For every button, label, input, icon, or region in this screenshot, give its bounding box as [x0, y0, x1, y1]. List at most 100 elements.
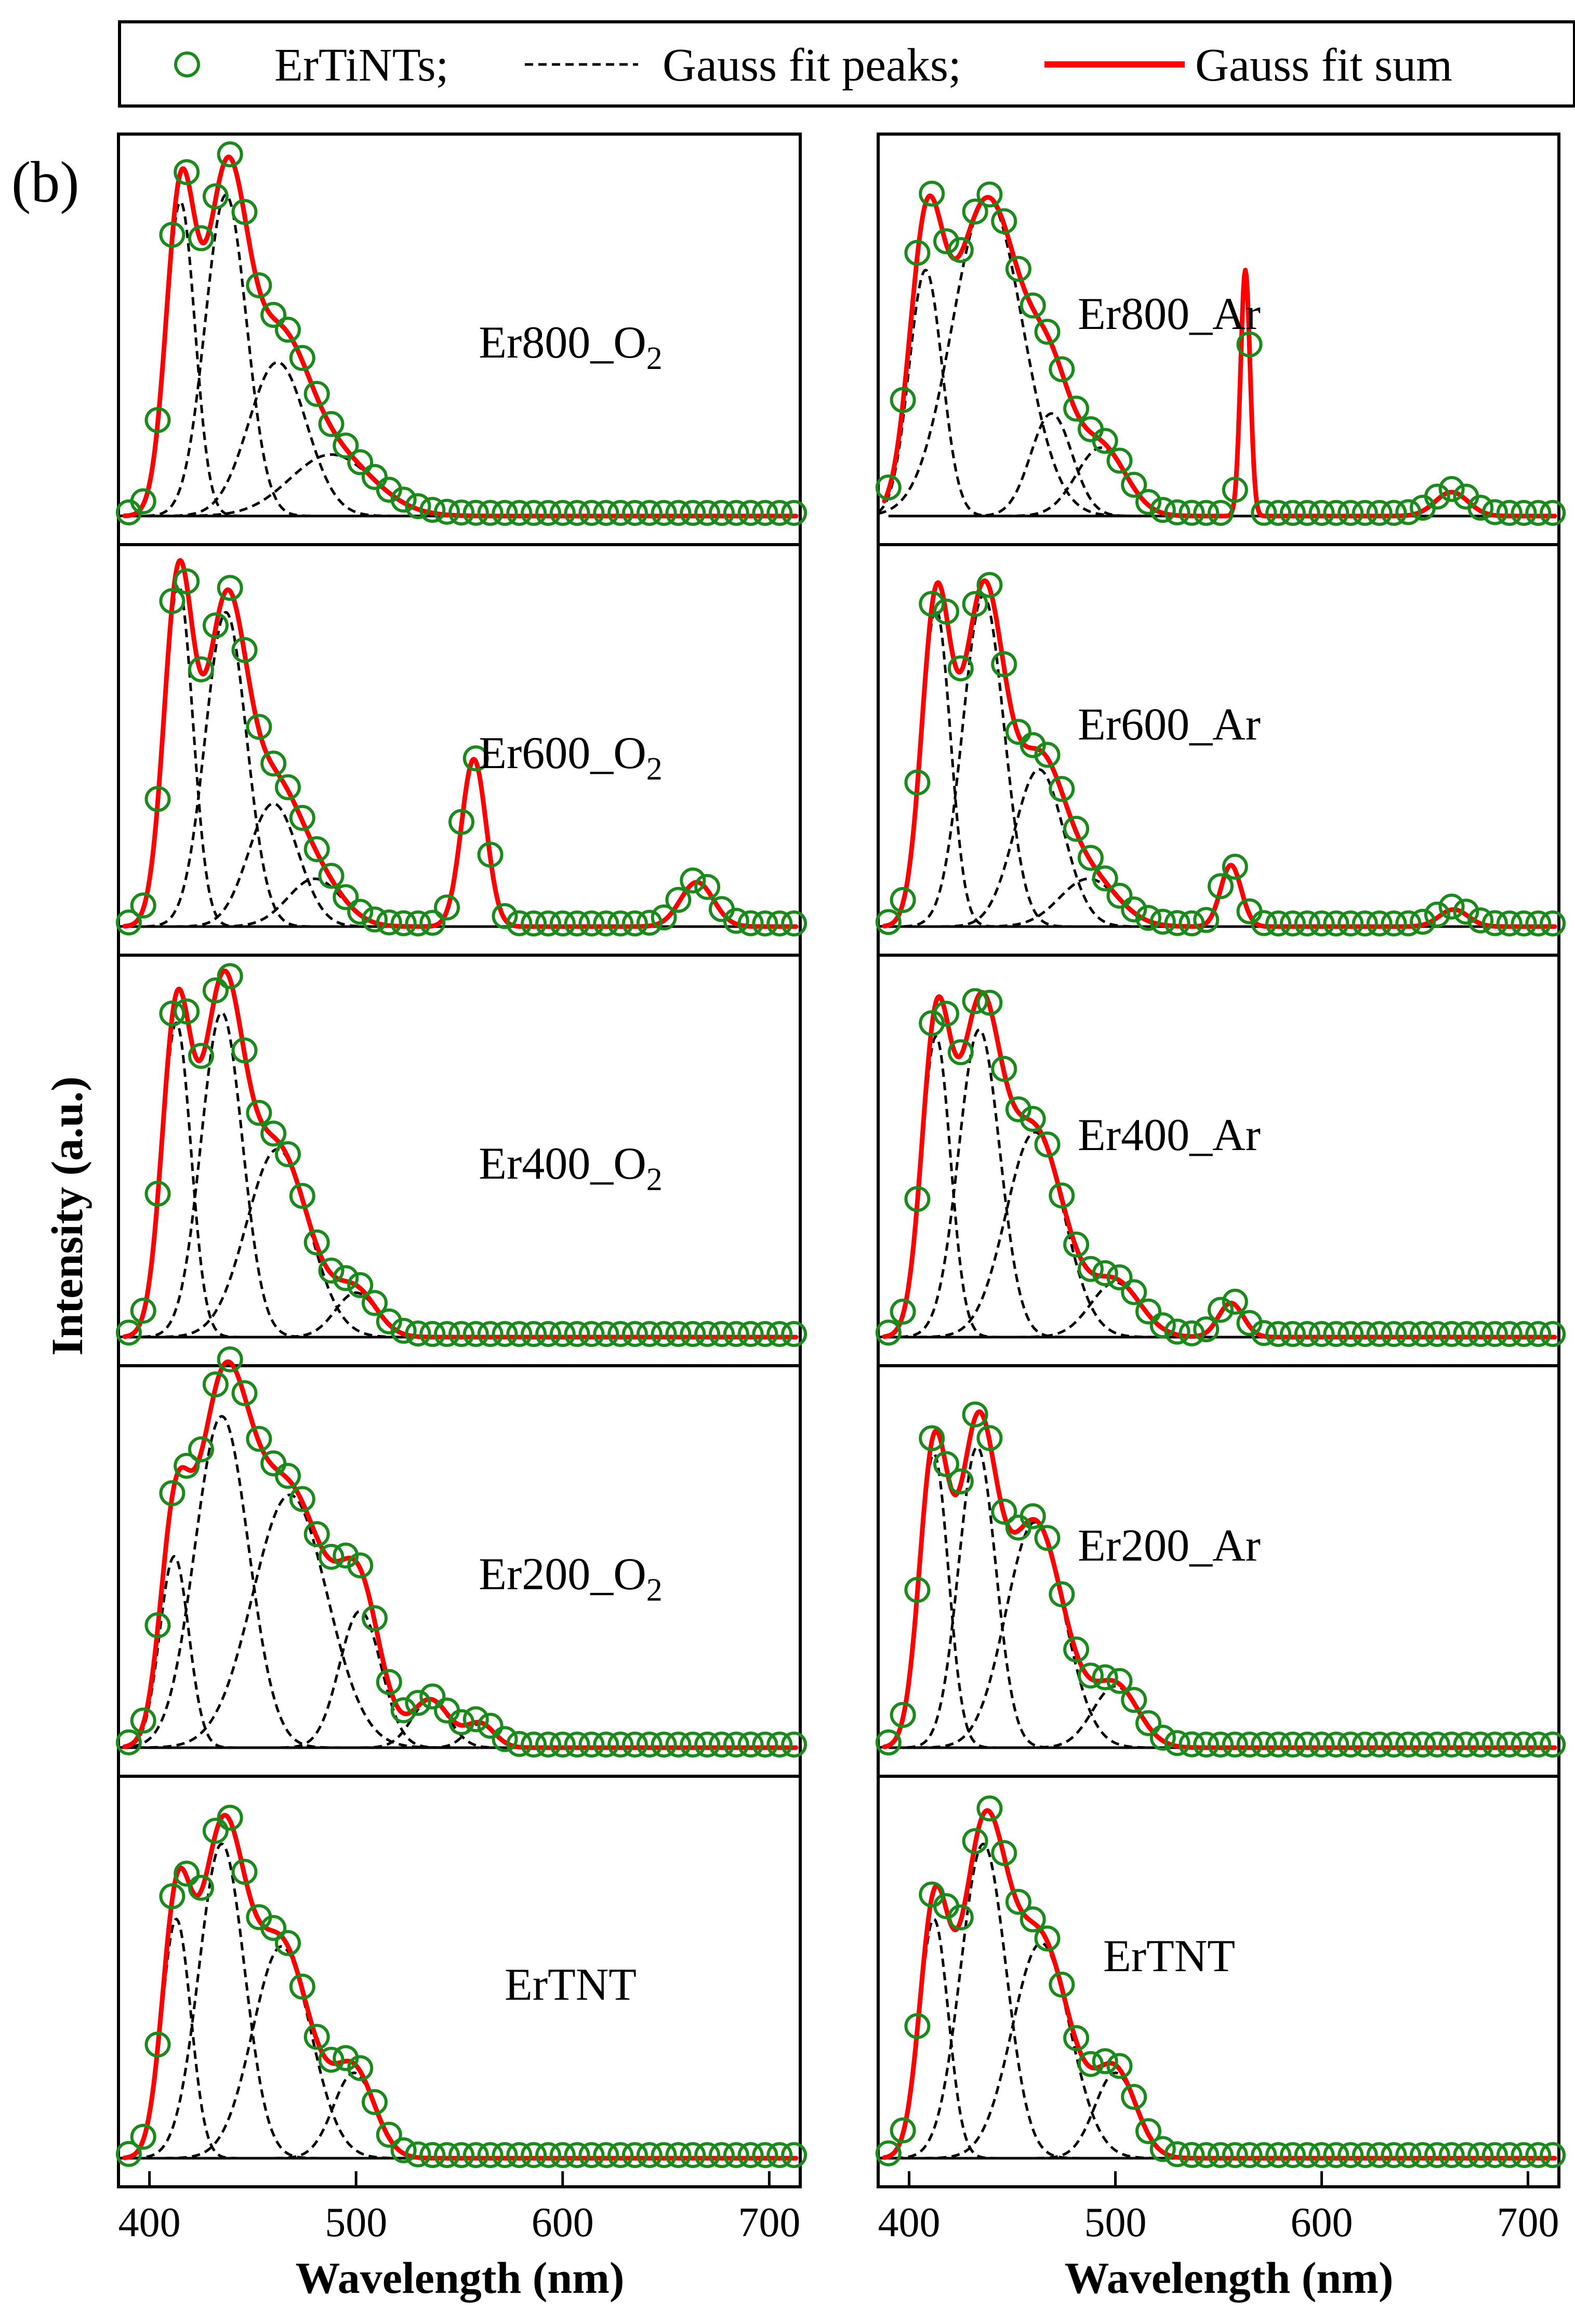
- x-tick-label: 600: [532, 2200, 594, 2246]
- data-point: [492, 2142, 518, 2168]
- data-point: [419, 1683, 446, 1710]
- x-tick-label: 700: [1497, 2200, 1559, 2246]
- data-point: [188, 1874, 214, 1901]
- data-point: [781, 500, 808, 526]
- data-point: [621, 910, 648, 936]
- data-point: [1222, 1288, 1248, 1315]
- data-point: [890, 1701, 916, 1728]
- data-point: [289, 804, 315, 831]
- panel-frame: [117, 133, 802, 546]
- gauss-peak-2: [133, 611, 319, 928]
- data-point: [1540, 1321, 1566, 1347]
- data-point: [434, 894, 460, 921]
- data-point: [651, 1732, 677, 1758]
- data-point: [766, 1321, 793, 1347]
- data-point: [462, 499, 489, 526]
- data-point: [1323, 2142, 1349, 2168]
- data-point: [318, 1257, 345, 1284]
- data-point: [246, 714, 272, 740]
- data-point: [564, 2142, 590, 2168]
- data-point: [492, 903, 518, 929]
- data-point: [1265, 2142, 1292, 2168]
- data-point: [1294, 500, 1320, 526]
- data-point: [506, 500, 533, 526]
- data-point: [621, 500, 648, 526]
- data-point: [260, 1120, 287, 1147]
- data-point: [246, 1425, 272, 1452]
- data-point: [1481, 499, 1508, 525]
- data-point: [694, 2142, 721, 2168]
- data-point: [1453, 1321, 1479, 1347]
- data-point: [665, 500, 692, 526]
- data-point: [1049, 1971, 1075, 1998]
- data-point: [506, 1731, 533, 1757]
- data-point: [477, 1712, 504, 1739]
- gauss-fit-sum-line: [122, 1813, 799, 2161]
- panel-label: Er200_O2: [479, 1549, 663, 1608]
- gauss-peak-1: [878, 607, 1001, 928]
- data-point: [1525, 910, 1552, 936]
- data-point: [1438, 1732, 1465, 1758]
- data-point: [1525, 2142, 1552, 2168]
- data-point: [1164, 499, 1190, 525]
- gauss-peak-5: [418, 758, 530, 928]
- data-point: [376, 909, 402, 935]
- data-point: [1063, 395, 1090, 422]
- gauss-fit-sum-line: [122, 1359, 799, 1750]
- data-point: [506, 1321, 533, 1347]
- data-point: [246, 1100, 272, 1126]
- panel-er200-o2-left: Er200_O2: [115, 1346, 808, 1778]
- data-point: [991, 208, 1017, 234]
- data-point: [1511, 500, 1537, 526]
- data-point: [1208, 1297, 1234, 1323]
- data-point: [130, 892, 156, 919]
- data-point: [506, 910, 533, 936]
- x-axis-title-right: Wavelength (nm): [1064, 2253, 1393, 2303]
- data-point: [1049, 1581, 1075, 1607]
- gauss-peak-3: [147, 361, 408, 518]
- data-point: [1540, 910, 1566, 936]
- data-point: [130, 1298, 156, 1324]
- panel-frame: [877, 954, 1560, 1367]
- data-point: [1164, 910, 1190, 936]
- data-point: [521, 1732, 547, 1758]
- data-point: [651, 500, 677, 526]
- data-point: [1424, 483, 1450, 510]
- data-point: [1121, 896, 1147, 922]
- data-point: [1222, 2142, 1248, 2168]
- gauss-fit-sum-line: [122, 558, 799, 929]
- data-point: [376, 1308, 402, 1335]
- gauss-fit-sum-line: [882, 193, 1557, 519]
- data-point: [405, 910, 431, 936]
- data-point: [1135, 1710, 1161, 1736]
- data-point: [289, 1183, 315, 1209]
- data-point: [217, 575, 243, 601]
- data-point: [535, 1321, 561, 1347]
- data-point: [1279, 910, 1306, 936]
- data-point: [962, 199, 988, 225]
- data-point: [1294, 910, 1320, 936]
- data-point: [347, 899, 374, 925]
- data-point: [1366, 1732, 1393, 1758]
- data-point: [919, 180, 945, 207]
- gauss-peak-1: [118, 1555, 240, 1749]
- data-point: [318, 411, 345, 437]
- data-point: [1525, 500, 1552, 526]
- data-point: [1106, 882, 1133, 909]
- data-point: [1410, 1321, 1436, 1347]
- gauss-peak-3: [958, 412, 1145, 518]
- data-point: [521, 500, 547, 526]
- data-point: [448, 2142, 474, 2168]
- data-point: [231, 199, 258, 225]
- gauss-peak-1: [118, 200, 246, 518]
- data-point: [1481, 1321, 1508, 1347]
- panel-frame: [877, 1364, 1560, 1778]
- data-point: [549, 500, 576, 526]
- panel-label: Er600_O2: [479, 728, 663, 787]
- gauss-peak-2: [893, 1445, 1061, 1749]
- gauss-peak-5: [1184, 864, 1278, 928]
- data-point: [202, 1371, 229, 1397]
- panel-label-main: Er400_Ar: [1078, 1110, 1261, 1160]
- data-point: [1149, 1724, 1176, 1751]
